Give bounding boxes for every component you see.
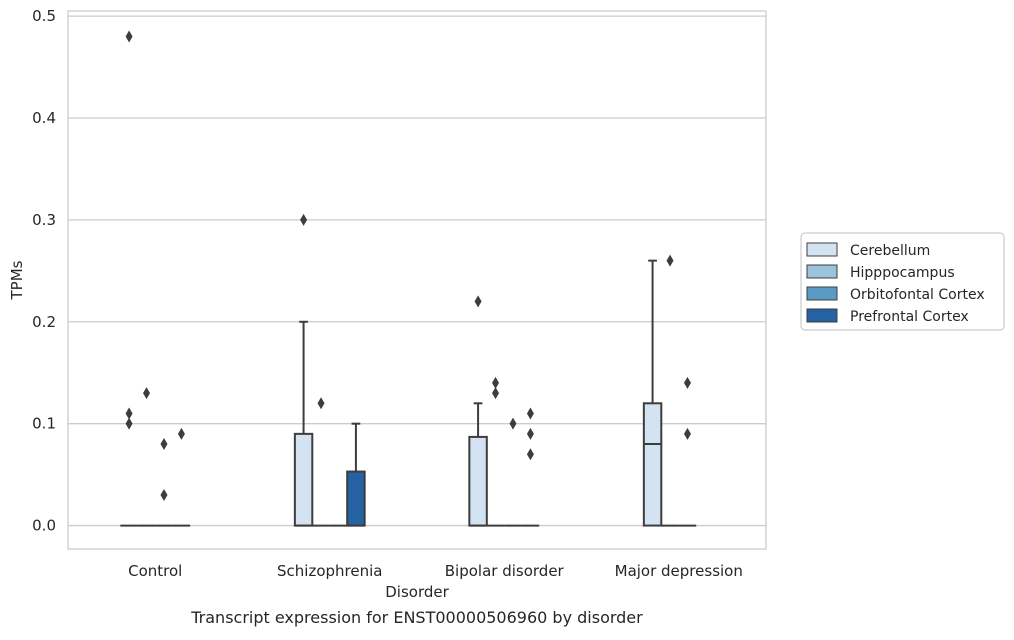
x-axis-ticks: Control Schizophrenia Bipolar disorder Majo… xyxy=(128,562,743,580)
plot-area-frame xyxy=(67,10,767,550)
legend-item: Cerebellum xyxy=(806,242,930,259)
outlier-point xyxy=(160,438,168,451)
box-group xyxy=(172,427,191,527)
box-group xyxy=(120,30,138,527)
outlier-point xyxy=(683,376,691,389)
box-plots xyxy=(120,30,697,527)
box-group xyxy=(137,387,156,527)
legend-label: Orbitofontal Cortex xyxy=(850,287,985,303)
box-group xyxy=(312,397,330,527)
legend-frame xyxy=(800,232,1005,331)
legend-swatch xyxy=(806,264,838,279)
outlier-point xyxy=(125,407,133,420)
y-axis-ticks: 0.0 0.1 0.2 0.3 0.4 0.5 xyxy=(32,7,56,534)
y-tick-label: 0.5 xyxy=(32,7,56,25)
x-tick-label: Major depression xyxy=(615,562,743,580)
box-group xyxy=(486,376,505,527)
x-tick-label: Control xyxy=(128,562,182,580)
outlier-point xyxy=(125,30,133,43)
legend-swatch xyxy=(806,242,838,257)
box-group xyxy=(293,213,314,527)
outlier-point xyxy=(683,427,691,440)
outlier-point xyxy=(474,295,482,308)
outlier-point xyxy=(492,376,500,389)
x-tick-label: Bipolar disorder xyxy=(445,562,565,580)
legend-swatch xyxy=(806,286,838,301)
legend-item: Prefrontal Cortex xyxy=(806,308,969,325)
box-group xyxy=(678,376,697,527)
outlier-point xyxy=(666,254,674,267)
outlier-point xyxy=(143,387,151,400)
outlier-point xyxy=(526,407,534,420)
box-group xyxy=(155,438,173,527)
legend: Cerebellum Hipppocampus Orbitofontal Corte… xyxy=(800,232,1005,331)
legend-swatch xyxy=(806,308,838,323)
y-tick-label: 0.0 xyxy=(32,517,56,535)
chart-caption: Transcript expression for ENST0000050696… xyxy=(190,608,643,627)
box-group xyxy=(661,254,679,527)
y-tick-label: 0.1 xyxy=(32,415,56,433)
x-tick-label: Schizophrenia xyxy=(277,562,382,580)
y-axis-label: TPMs xyxy=(8,260,26,300)
legend-label: Prefrontal Cortex xyxy=(850,309,969,325)
outlier-point xyxy=(300,213,308,226)
outlier-point xyxy=(317,397,325,410)
box-group xyxy=(642,259,663,527)
x-axis-label: Disorder xyxy=(385,583,449,601)
outlier-point xyxy=(177,427,185,440)
legend-label: Cerebellum xyxy=(850,243,930,259)
box-body xyxy=(468,435,488,527)
legend-item: Orbitofontal Cortex xyxy=(806,286,985,303)
box-group xyxy=(346,422,366,527)
box-group xyxy=(468,295,488,527)
box-body xyxy=(293,432,314,527)
legend-item: Hipppocampus xyxy=(806,264,955,281)
outlier-point xyxy=(160,488,168,501)
box-group xyxy=(521,407,540,527)
box-group xyxy=(504,417,522,527)
y-tick-label: 0.4 xyxy=(32,109,56,127)
outlier-point xyxy=(526,448,534,461)
outlier-point xyxy=(125,417,133,430)
box-body xyxy=(642,402,663,527)
y-tick-label: 0.2 xyxy=(32,313,56,331)
box-body xyxy=(346,470,366,527)
outlier-point xyxy=(509,417,517,430)
outlier-point xyxy=(526,427,534,440)
y-tick-label: 0.3 xyxy=(32,211,56,229)
legend-label: Hipppocampus xyxy=(850,265,955,281)
outlier-point xyxy=(492,387,500,400)
